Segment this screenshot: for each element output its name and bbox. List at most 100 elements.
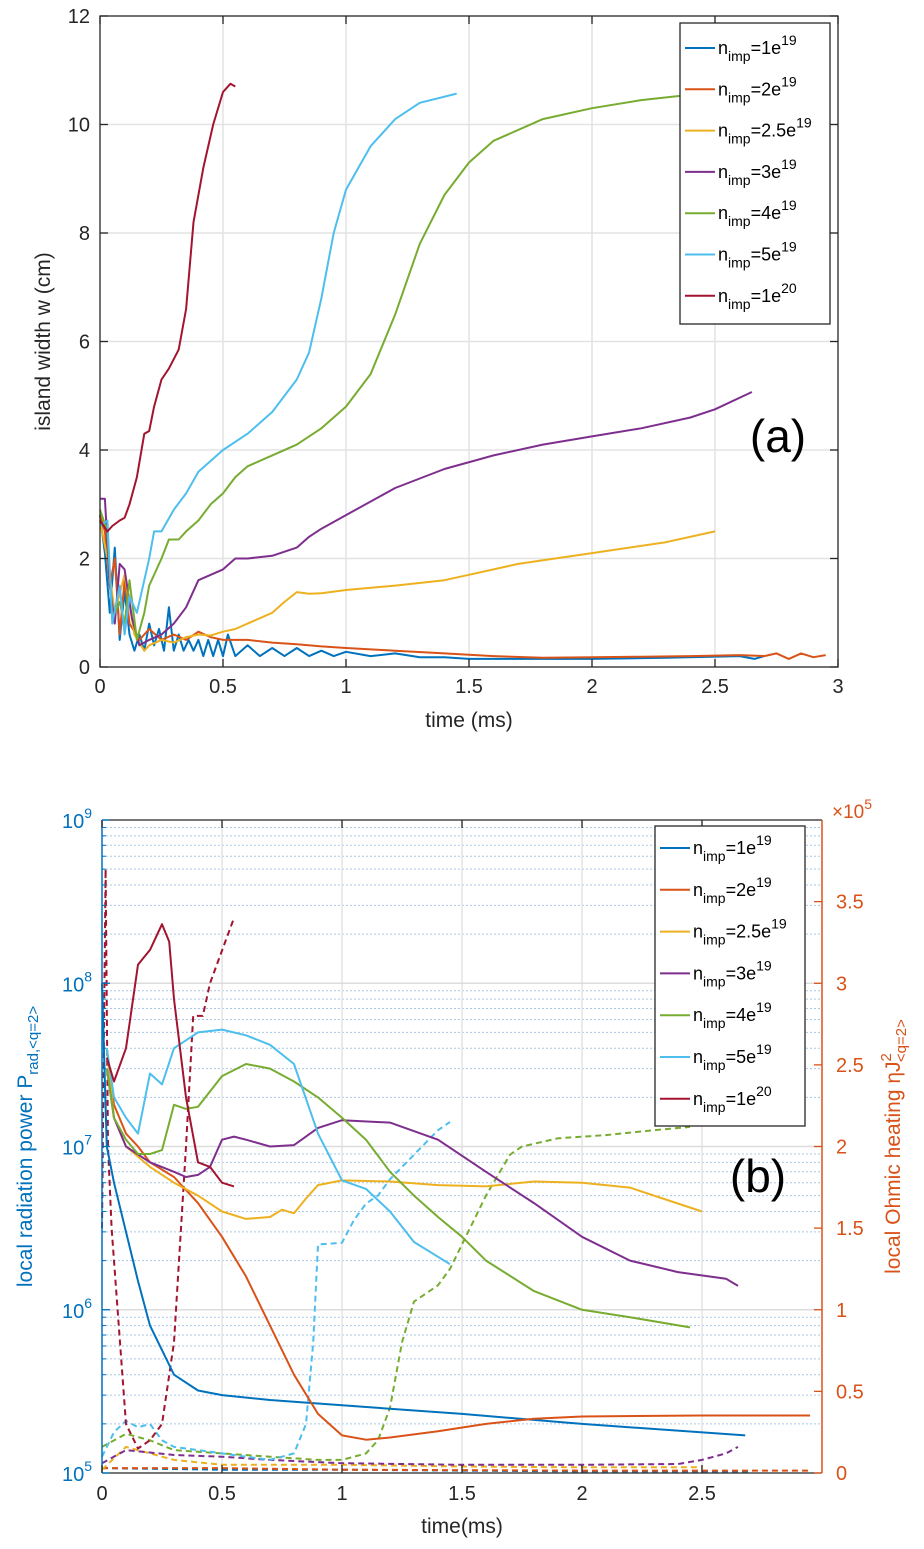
panel-label: (a)	[750, 410, 806, 462]
y-right-label-text: local Ohmic heating ηJ	[882, 1061, 905, 1273]
legend-entry: nimp=1e20	[718, 280, 797, 312]
legend-n: n	[693, 1047, 703, 1067]
legend-entry: nimp=1e20	[693, 1083, 772, 1115]
legend-superscript: 19	[756, 874, 772, 890]
legend-superscript: 19	[756, 1041, 772, 1057]
legend-entry: nimp=2.5e19	[693, 916, 787, 948]
y-right-axis-label: local Ohmic heating ηJ2<q=2>	[878, 1019, 910, 1274]
series-line-6	[99, 82, 236, 533]
ohmic-series-line-6	[101, 868, 235, 1450]
legend-value: =2.5e	[751, 121, 797, 141]
legend-n: n	[693, 922, 703, 942]
y-tick-label: 107	[62, 1132, 92, 1160]
y-right-tick-label: 2	[836, 1137, 847, 1159]
y-right-tick-label: 0	[836, 1463, 847, 1485]
panel-b-radiation-ohmic-chart: 0 0.5 1 1.5 2 2.510510610710810900.511.522.53…	[14, 796, 910, 1538]
radiation-series-line-0	[101, 983, 746, 1437]
y-right-tick-label: 1.5	[836, 1218, 864, 1240]
radiation-series-line-2	[105, 1048, 703, 1220]
legend-subscript: imp	[728, 213, 751, 229]
legend-value: =1e	[751, 286, 782, 306]
legend-value: =1e	[726, 1089, 757, 1109]
x-axis-label: time(ms)	[421, 1515, 503, 1538]
series-line-3	[100, 391, 753, 647]
x-axis-label: time (ms)	[425, 709, 513, 732]
y-tick-exponent: 5	[84, 1458, 92, 1474]
legend-subscript: imp	[703, 1099, 726, 1115]
legend-entry: nimp=4e19	[718, 197, 797, 229]
y-tick-label: 105	[62, 1458, 92, 1486]
x-tick-label: 2	[576, 1483, 587, 1505]
legend-n: n	[718, 203, 728, 223]
legend-value: =2e	[751, 79, 782, 99]
series-line-2	[99, 520, 716, 652]
legend-n: n	[718, 121, 728, 141]
y-tick-exponent: 6	[84, 1295, 92, 1311]
ohmic-series-line-5	[101, 1121, 451, 1461]
legend-n: n	[693, 963, 703, 983]
x-tick-label: 1	[340, 676, 351, 698]
y-label-subscript: rad,<q=2>	[25, 1006, 42, 1075]
x-tick-label: 0.5	[209, 676, 237, 698]
x-tick-label: 1	[336, 1483, 347, 1505]
legend-entry: nimp=3e19	[693, 957, 772, 989]
legend-n: n	[718, 286, 728, 306]
legend-superscript: 20	[756, 1083, 772, 1099]
legend-entry: nimp=5e19	[718, 239, 797, 271]
legend-n: n	[718, 38, 728, 58]
legend-superscript: 19	[756, 999, 772, 1015]
y-tick-label: 2	[79, 549, 90, 571]
legend-superscript: 19	[756, 957, 772, 973]
legend-superscript: 19	[796, 115, 812, 131]
radiation-series-line-1	[105, 1048, 810, 1441]
x-tick-label: 3	[832, 676, 843, 698]
y-tick-label: 0	[79, 657, 90, 679]
legend-subscript: imp	[728, 296, 751, 312]
legend-n: n	[693, 1089, 703, 1109]
legend-entry: nimp=4e19	[693, 999, 772, 1031]
y-tick-label: 6	[79, 332, 90, 354]
radiation-series-line-4	[105, 1063, 691, 1329]
y-tick-base: 10	[62, 1464, 84, 1486]
legend-superscript: 19	[781, 156, 797, 172]
legend-subscript: imp	[728, 131, 751, 147]
y-right-tick-label: 2.5	[836, 1055, 864, 1077]
y-tick-label: 8	[79, 223, 90, 245]
legend-entry: nimp=3e19	[718, 156, 797, 188]
legend-value: =2e	[726, 880, 757, 900]
y-right-tick-label: 1	[836, 1300, 847, 1322]
y-tick-base: 10	[62, 974, 84, 996]
legend-superscript: 19	[781, 239, 797, 255]
legend-n: n	[693, 1005, 703, 1025]
legend-entry: nimp=2e19	[693, 874, 772, 906]
legend-subscript: imp	[703, 1057, 726, 1073]
legend-value: =1e	[726, 838, 757, 858]
y-tick-base: 10	[62, 1138, 84, 1160]
legend-box	[654, 825, 806, 1127]
ohmic-series-line-3	[101, 1446, 739, 1466]
y-tick-base: 10	[62, 811, 84, 833]
x-tick-label: 0	[94, 676, 105, 698]
y-right-label-subscript: <q=2>	[893, 1019, 910, 1062]
legend-value: =4e	[726, 1005, 757, 1025]
legend-subscript: imp	[728, 172, 751, 188]
series-line-4	[99, 91, 740, 641]
x-tick-label: 0.5	[208, 1483, 236, 1505]
radiation-series-line-5	[105, 1028, 451, 1266]
right-axis-multiplier: ×105	[832, 796, 872, 823]
series-line-1	[99, 514, 826, 660]
multiplier-exponent: 5	[864, 796, 872, 812]
y-axis-label: island width w (cm)	[32, 252, 55, 431]
legend-superscript: 19	[771, 916, 787, 932]
y-label-text: local radiation power P	[14, 1075, 37, 1287]
x-tick-label: 2.5	[688, 1483, 716, 1505]
legend-value: =2.5e	[726, 922, 772, 942]
legend-subscript: imp	[728, 255, 751, 271]
y-right-tick-label: 3.5	[836, 892, 864, 914]
legend-value: =5e	[751, 245, 782, 265]
y-right-tick-label: 0.5	[836, 1381, 864, 1403]
x-tick-label: 1.5	[448, 1483, 476, 1505]
legend-box	[679, 22, 831, 325]
series-line-0	[99, 514, 765, 660]
